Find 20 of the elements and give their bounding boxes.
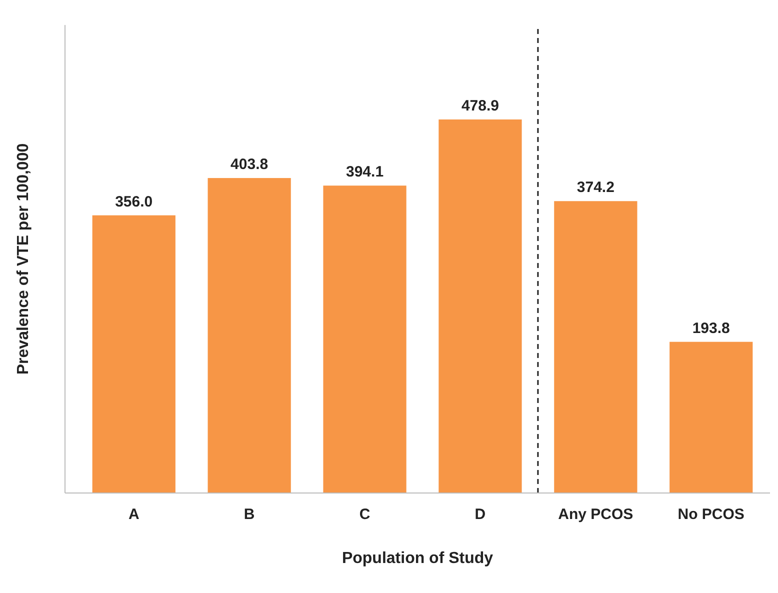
data-label: 356.0	[115, 193, 153, 210]
bar	[92, 215, 176, 493]
x-tick-label: C	[359, 506, 370, 523]
x-tick-label: B	[244, 506, 255, 523]
x-tick-label: No PCOS	[678, 506, 744, 523]
bar	[208, 178, 291, 493]
y-axis-title: Prevalence of VTE per 100,000	[15, 143, 32, 375]
data-label: 403.8	[230, 156, 268, 174]
bar	[438, 119, 522, 493]
x-axis-title: Population of Study	[342, 550, 494, 567]
data-label: 394.1	[346, 164, 384, 181]
bar	[323, 186, 406, 493]
x-tick-label: A	[128, 506, 140, 523]
x-tick-label: Any PCOS	[558, 506, 634, 523]
data-label: 478.9	[461, 97, 499, 114]
bar	[554, 201, 638, 493]
data-label: 193.8	[692, 320, 730, 337]
bar	[670, 342, 753, 493]
data-label: 374.2	[576, 179, 614, 196]
x-tick-label: D	[474, 506, 486, 523]
